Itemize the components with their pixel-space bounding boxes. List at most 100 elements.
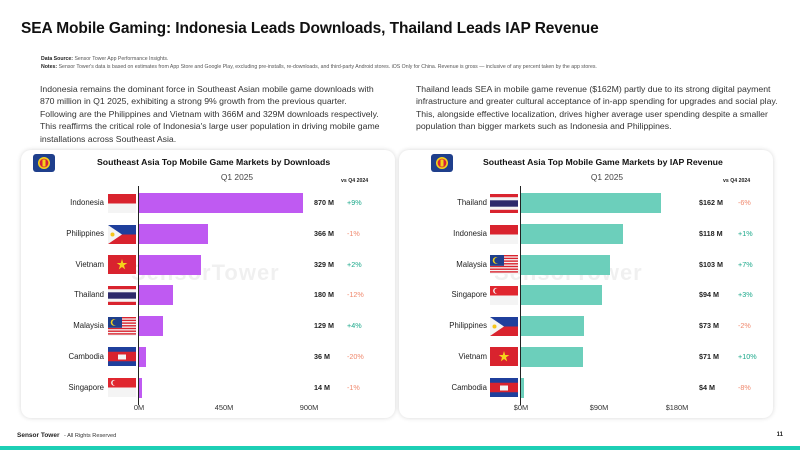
x-tick-label: $180M [665, 403, 689, 412]
data-source-note: Data Source: Sensor Tower App Performanc… [41, 55, 761, 71]
x-tick-label: $90M [589, 403, 609, 412]
asean-emblem-icon [431, 154, 453, 172]
revenue-chart-panel: Southeast Asia Top Mobile Game Markets b… [399, 150, 773, 418]
value-label-cambodia: 36 M [314, 351, 330, 361]
value-label-vietnam: $71 M [699, 351, 719, 361]
notes-text: Sensor Tower's data is based on estimate… [58, 64, 597, 70]
category-label-singapore: Singapore [451, 290, 487, 300]
value-label-singapore: 14 M [314, 382, 330, 392]
flag-singapore-icon [108, 378, 136, 398]
value-label-philippines: 366 M [314, 229, 334, 239]
bar-philippines [521, 316, 585, 337]
category-label-indonesia: Indonesia [453, 229, 487, 239]
bar-cambodia [139, 346, 146, 367]
change-label-singapore: +3% [738, 290, 753, 300]
value-label-malaysia: 129 M [314, 321, 334, 331]
value-label-indonesia: 870 M [314, 198, 334, 208]
value-label-vietnam: 329 M [314, 259, 334, 269]
category-label-singapore: Singapore [68, 382, 104, 392]
change-label-philippines: -2% [738, 321, 751, 331]
source-label: Data Source: [41, 56, 73, 62]
y-axis-line [138, 186, 139, 405]
flag-malaysia-icon [108, 316, 136, 336]
change-label-cambodia: -8% [738, 382, 751, 392]
bar-malaysia [139, 316, 164, 337]
bar-indonesia [139, 193, 304, 214]
notes-label: Notes: [41, 64, 58, 70]
bar-thailand [521, 193, 662, 214]
flag-indonesia-icon [108, 193, 136, 213]
flag-cambodia-icon [490, 378, 518, 398]
category-label-thailand: Thailand [457, 198, 487, 208]
category-label-cambodia: Cambodia [68, 351, 104, 361]
category-label-philippines: Philippines [66, 229, 104, 239]
revenue-change-header: vs Q4 2024 [723, 178, 751, 184]
downloads-chart-panel: Southeast Asia Top Mobile Game Markets b… [21, 150, 395, 418]
value-label-thailand: $162 M [699, 198, 723, 208]
bar-singapore [521, 285, 603, 306]
source-text: Sensor Tower App Performance Insights. [74, 56, 169, 62]
category-label-cambodia: Cambodia [451, 382, 487, 392]
flag-philippines-icon [108, 224, 136, 244]
flag-indonesia-icon [490, 224, 518, 244]
category-label-philippines: Philippines [449, 321, 487, 331]
category-label-malaysia: Malaysia [73, 321, 104, 331]
y-axis-line [520, 186, 521, 405]
flag-vietnam-icon [490, 347, 518, 367]
change-label-indonesia: +1% [738, 229, 753, 239]
x-tick-label: 900M [299, 403, 319, 412]
value-label-indonesia: $118 M [699, 229, 723, 239]
bar-vietnam [139, 254, 202, 275]
bar-malaysia [521, 254, 611, 275]
flag-thailand-icon [490, 193, 518, 213]
bar-vietnam [521, 346, 583, 367]
change-label-malaysia: +4% [347, 321, 362, 331]
category-label-vietnam: Vietnam [458, 351, 487, 361]
downloads-period-label: Q1 2025 [220, 172, 254, 182]
bar-thailand [139, 285, 173, 306]
bottom-accent-bar [0, 446, 800, 450]
bar-singapore [139, 377, 142, 398]
flag-cambodia-icon [108, 347, 136, 367]
category-label-malaysia: Malaysia [456, 259, 487, 269]
x-tick-label: 450M [214, 403, 234, 412]
change-label-cambodia: -20% [347, 351, 364, 361]
change-label-indonesia: +9% [347, 198, 362, 208]
revenue-description: Thailand leads SEA in mobile game revenu… [416, 84, 778, 132]
bar-indonesia [521, 224, 624, 245]
change-label-vietnam: +10% [738, 351, 757, 361]
flag-vietnam-icon [108, 255, 136, 275]
change-label-vietnam: +2% [347, 259, 362, 269]
flag-philippines-icon [490, 316, 518, 336]
value-label-thailand: 180 M [314, 290, 334, 300]
x-tick-label: $0M [513, 403, 529, 412]
bar-philippines [139, 224, 209, 245]
change-label-singapore: -1% [347, 382, 360, 392]
x-tick-label: 0M [133, 403, 145, 412]
downloads-change-header: vs Q4 2024 [341, 178, 369, 184]
change-label-philippines: -1% [347, 229, 360, 239]
category-label-indonesia: Indonesia [70, 198, 104, 208]
footer-logo: Sensor Tower [17, 432, 60, 439]
downloads-description: Indonesia remains the dominant force in … [40, 84, 380, 144]
flag-thailand-icon [108, 285, 136, 305]
page-title: SEA Mobile Gaming: Indonesia Leads Downl… [21, 20, 599, 37]
downloads-chart-title: Southeast Asia Top Mobile Game Markets b… [97, 157, 331, 167]
page-number: 11 [776, 432, 783, 438]
revenue-chart-title: Southeast Asia Top Mobile Game Markets b… [483, 157, 723, 167]
footer-rights: - All Rights Reserved [64, 433, 117, 439]
change-label-malaysia: +7% [738, 259, 753, 269]
bar-cambodia [521, 377, 525, 398]
category-label-vietnam: Vietnam [75, 259, 104, 269]
asean-emblem-icon [33, 154, 55, 172]
value-label-cambodia: $4 M [699, 382, 715, 392]
value-label-philippines: $73 M [699, 321, 719, 331]
change-label-thailand: -6% [738, 198, 751, 208]
flag-singapore-icon [490, 285, 518, 305]
change-label-thailand: -12% [347, 290, 364, 300]
category-label-thailand: Thailand [74, 290, 104, 300]
value-label-singapore: $94 M [699, 290, 719, 300]
revenue-period-label: Q1 2025 [590, 172, 624, 182]
value-label-malaysia: $103 M [699, 259, 723, 269]
flag-malaysia-icon [490, 255, 518, 275]
